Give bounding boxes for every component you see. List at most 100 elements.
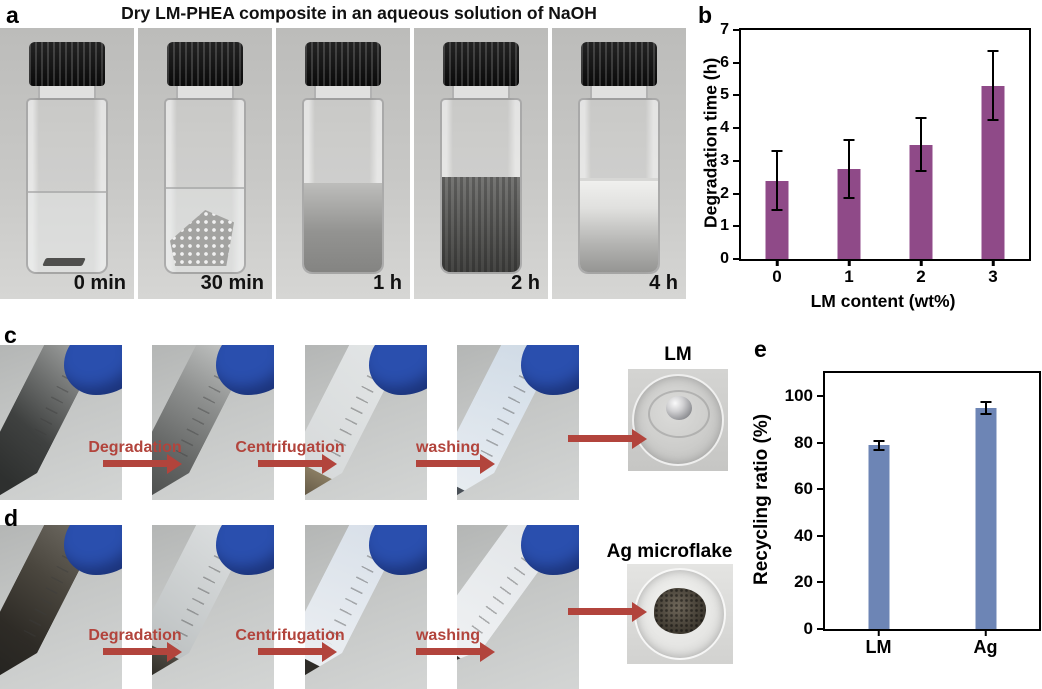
y-tick-label: 2 — [720, 184, 729, 202]
x-tick-mark — [847, 259, 851, 266]
panel-e-label: e — [754, 336, 767, 362]
panel-a-title: Dry LM-PHEA composite in an aqueous solu… — [121, 3, 597, 23]
time-label: 1 h — [373, 272, 402, 294]
panel-a: a Dry LM-PHEA composite in an aqueous so… — [0, 0, 690, 321]
vial-icon — [577, 42, 661, 274]
right-arrow-icon — [258, 648, 322, 655]
vial-neck — [452, 86, 510, 98]
tube-photo-ag-slurry — [0, 525, 122, 689]
flow-step-label: Degradation — [88, 439, 182, 456]
error-bar — [848, 139, 850, 199]
recycling-ratio-y-axis-label: Recycling ratio (%) — [751, 413, 772, 585]
y-tick-mark — [817, 488, 825, 491]
vial-body — [164, 98, 246, 274]
error-bar-cap — [987, 118, 999, 121]
y-tick-label: 3 — [720, 151, 729, 169]
error-bar — [984, 402, 987, 414]
vial-photo-0min: 0 min — [0, 28, 134, 299]
vial-liquid — [580, 177, 658, 272]
x-tick-label: 2 — [916, 267, 926, 286]
y-tick-label: 20 — [794, 572, 813, 592]
tube-photo-degraded-slurry — [0, 345, 122, 500]
petri-dish-icon — [632, 374, 724, 466]
result-label-ag-microflake: Ag microflake — [606, 541, 733, 562]
vial-body — [26, 98, 108, 274]
tube-photo-after-washing — [457, 525, 579, 689]
vial-cap-icon — [581, 42, 657, 86]
vial-neck — [38, 86, 96, 98]
y-tick-mark — [817, 441, 825, 444]
bar-LM — [868, 445, 889, 629]
flow-step-washing: washing — [393, 439, 503, 467]
bar-0 — [765, 180, 789, 259]
y-tick-label: 0 — [803, 619, 813, 638]
x-tick-mark — [775, 259, 779, 266]
blue-glove-icon — [369, 525, 427, 575]
panel-d: d Degradation Centrifugation washing — [0, 505, 745, 689]
vial-neck — [590, 86, 648, 98]
y-tick-label: 40 — [794, 525, 813, 545]
x-tick-mark — [877, 629, 880, 636]
panel-a-label: a — [6, 2, 19, 28]
vial-cap-icon — [443, 42, 519, 86]
error-bar-cap — [980, 412, 991, 415]
sediment — [0, 486, 19, 500]
vial-body — [440, 98, 522, 274]
error-bar-cap — [915, 169, 927, 172]
y-tick-mark — [733, 159, 741, 162]
blue-glove-icon — [369, 345, 427, 395]
tube-photo-after-centrifugation — [305, 525, 427, 689]
ag-powder-pile-icon — [654, 588, 706, 634]
bar-2 — [909, 144, 933, 259]
y-tick-label: 0 — [720, 250, 729, 267]
bar-3 — [981, 85, 1005, 259]
result-label-lm: LM — [664, 344, 692, 365]
vial-cap-icon — [29, 42, 105, 86]
error-bar — [776, 151, 778, 210]
vial-cap-icon — [305, 42, 381, 86]
vial-neck — [176, 86, 234, 98]
vial-liquid — [442, 177, 520, 272]
panel-c-label: c — [4, 322, 17, 348]
error-bar-cap — [915, 117, 927, 120]
blue-glove-icon — [521, 525, 579, 575]
right-arrow-icon — [258, 460, 322, 467]
x-tick-label: Ag — [973, 637, 998, 657]
time-label: 4 h — [649, 272, 678, 294]
right-arrow-icon — [568, 608, 632, 615]
flow-step-washing: washing — [393, 627, 503, 655]
y-tick-mark — [733, 225, 741, 228]
panel-d-label: d — [4, 505, 19, 531]
y-tick-label: 80 — [794, 432, 813, 452]
right-arrow-icon — [568, 435, 632, 442]
sediment — [152, 486, 171, 500]
vial-photo-4h: 4 h — [552, 28, 686, 299]
vial-icon — [163, 42, 247, 274]
y-tick-mark — [733, 61, 741, 64]
composite-flake — [42, 258, 86, 266]
blue-glove-icon — [64, 525, 122, 575]
vial-cap-icon — [167, 42, 243, 86]
y-tick-label: 6 — [720, 53, 729, 71]
degradation-time-x-axis-label: LM content (wt%) — [810, 291, 956, 311]
y-tick-mark — [817, 395, 825, 398]
vial-neck — [314, 86, 372, 98]
error-bar-cap — [771, 208, 783, 211]
dish-photo-lm — [628, 369, 728, 471]
y-tick-mark — [733, 192, 741, 195]
blue-glove-icon — [521, 345, 579, 395]
vial-body — [302, 98, 384, 274]
y-tick-mark — [817, 581, 825, 584]
error-bar-cap — [873, 439, 884, 442]
sediment — [0, 666, 19, 689]
bar-Ag — [975, 407, 996, 629]
y-tick-mark — [733, 127, 741, 130]
x-tick-label: 1 — [844, 267, 854, 286]
vial-icon — [301, 42, 385, 274]
degradation-time-chart: 0 1 2 3 4 5 6 7 0 1 2 3 — [720, 21, 1031, 286]
flow-step-result — [545, 605, 655, 615]
error-bar-cap — [771, 150, 783, 153]
vial-photo-30min: 30 min — [138, 28, 272, 299]
lm-ring — [648, 390, 710, 438]
